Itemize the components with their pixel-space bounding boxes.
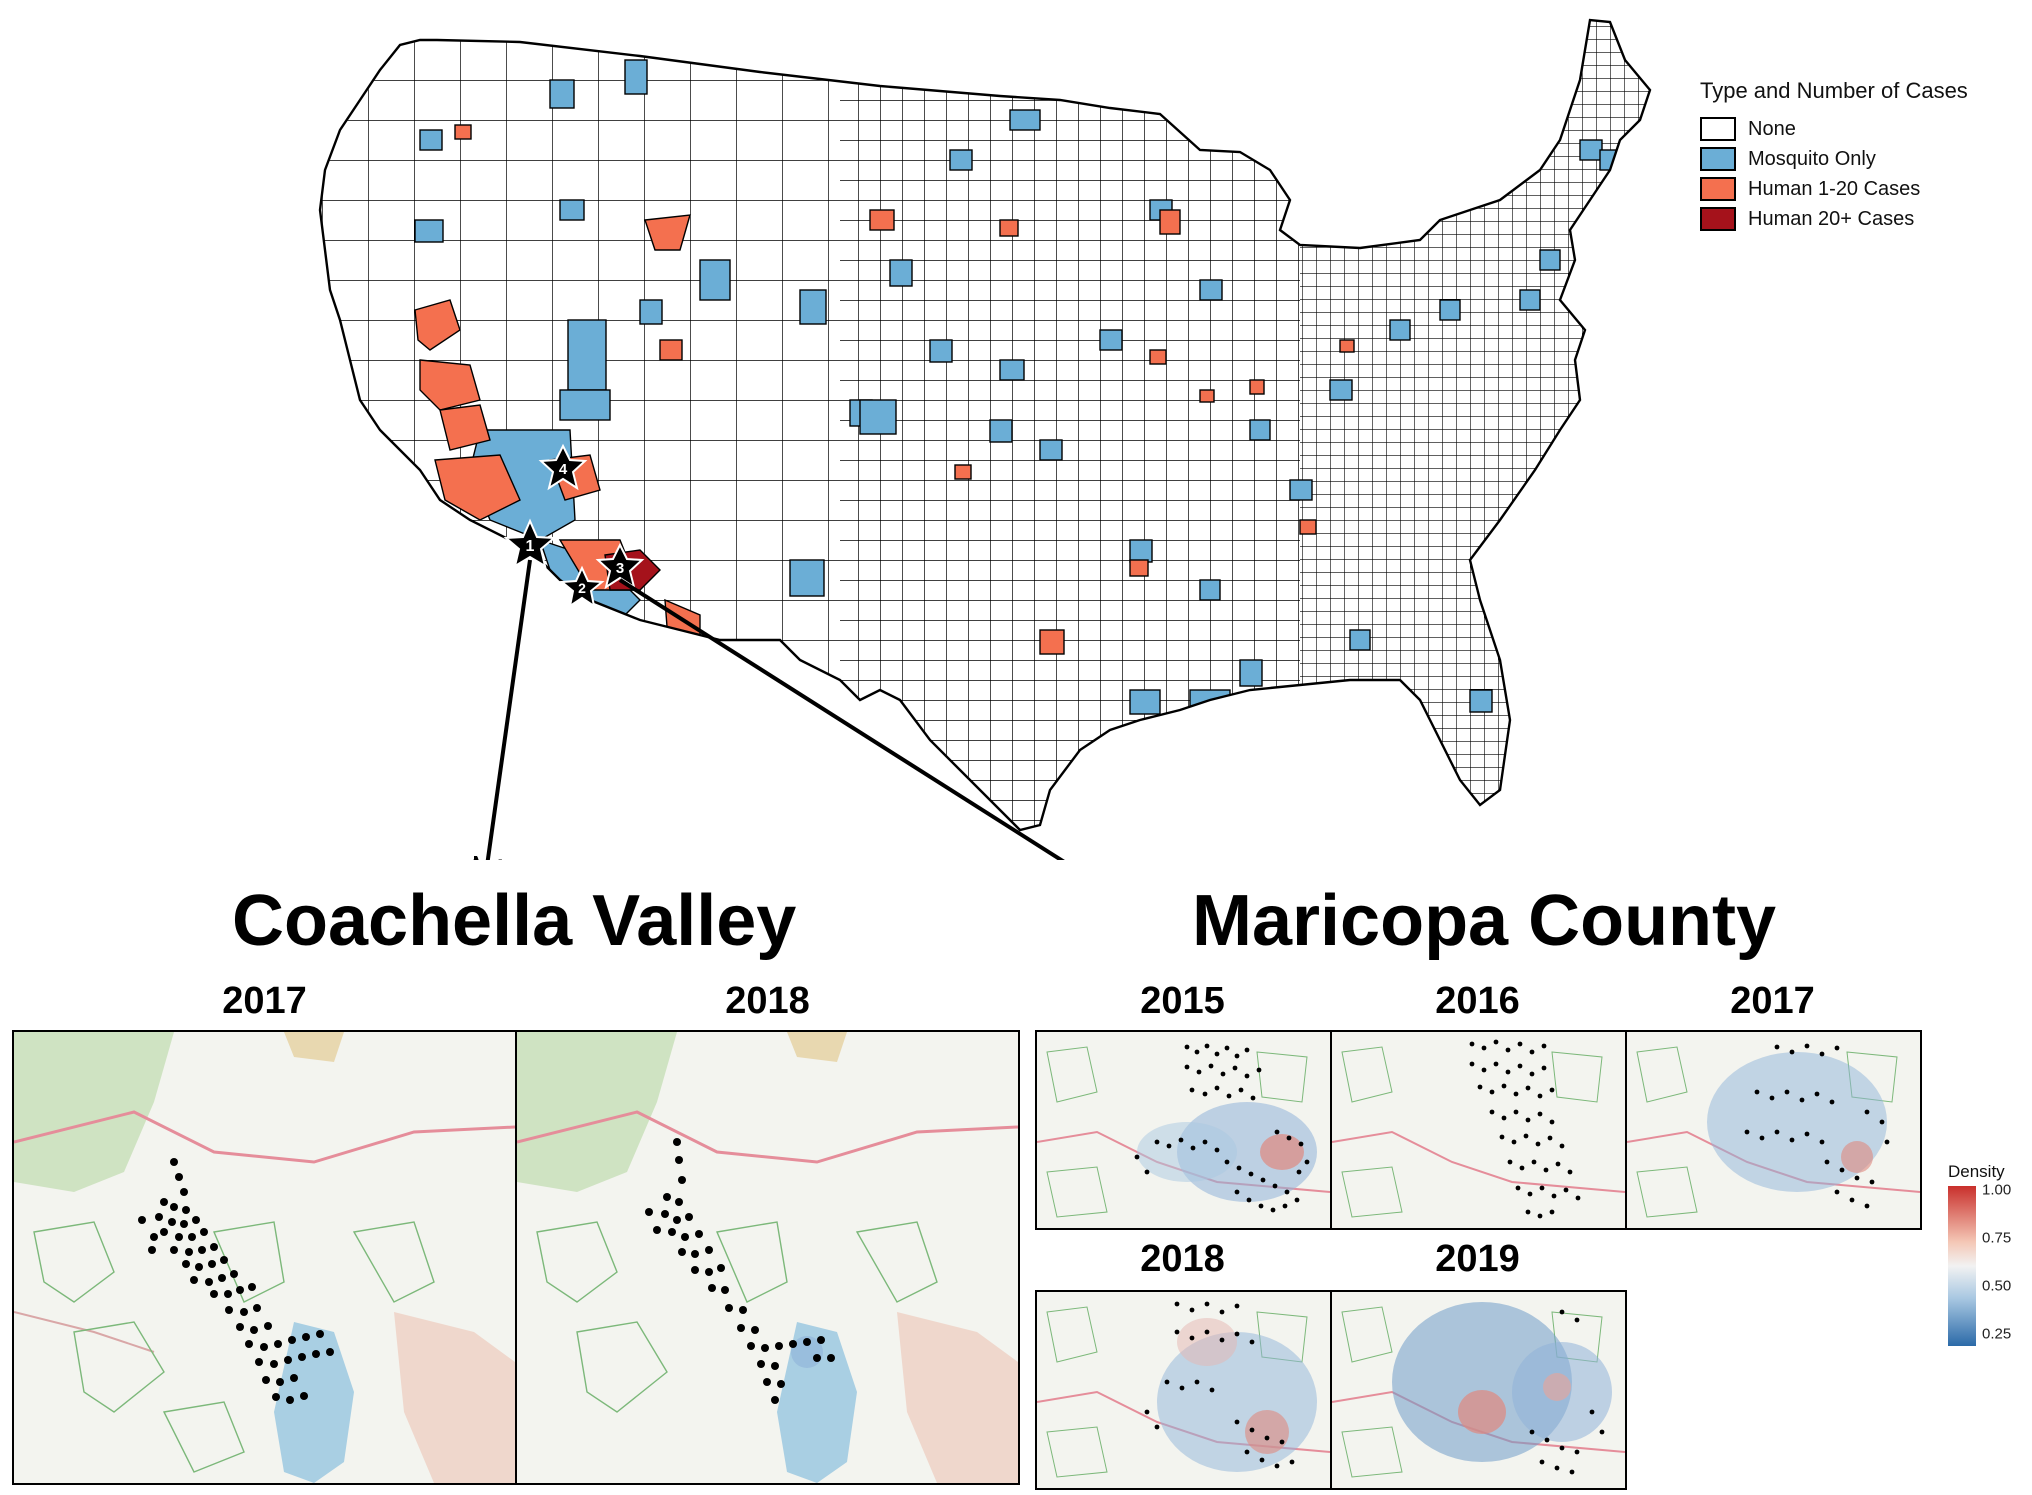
legend-label-human-1-20: Human 1-20 Cases — [1748, 177, 1921, 200]
star-marker-4-label: 4 — [559, 461, 568, 478]
legend-item-none: None — [1700, 114, 2020, 144]
maricopa-map-2015 — [1035, 1030, 1332, 1230]
legend-item-human-20-plus: Human 20+ Cases — [1700, 204, 2020, 234]
star-marker-1-label: 1 — [526, 538, 535, 555]
arrow-to-coachella — [485, 559, 532, 860]
density-colorbar — [1948, 1186, 1976, 1346]
arrow-to-maricopa — [618, 578, 1065, 860]
density-tick-025: 0.25 — [1982, 1325, 2012, 1343]
coachella-valley-title: Coachella Valley — [232, 881, 797, 961]
star-marker-4: 4 — [538, 443, 588, 491]
star-marker-2: 2 — [559, 565, 605, 609]
density-legend: Density 1.00 0.75 0.50 0.25 — [1948, 1162, 2028, 1346]
density-tick-075: 0.75 — [1982, 1229, 2012, 1247]
maricopa-map-2016 — [1330, 1030, 1627, 1230]
maricopa-year-2015: 2015 — [1140, 980, 1225, 1022]
legend-swatch-none — [1700, 117, 1736, 141]
legend-label-none: None — [1748, 117, 1796, 140]
coachella-map-2018 — [515, 1030, 1020, 1485]
star-marker-3: 3 — [595, 542, 645, 590]
maricopa-year-2016: 2016 — [1435, 980, 1520, 1022]
maricopa-map-2019 — [1330, 1290, 1627, 1490]
coachella-map-2017 — [12, 1030, 517, 1485]
maricopa-map-2017 — [1625, 1030, 1922, 1230]
maricopa-map-2018 — [1035, 1290, 1332, 1490]
density-tick-050: 0.50 — [1982, 1277, 2012, 1295]
star-marker-2-label: 2 — [578, 580, 586, 596]
coachella-year-2017: 2017 — [222, 980, 307, 1022]
maricopa-year-2019: 2019 — [1435, 1238, 1520, 1280]
legend-title: Type and Number of Cases — [1700, 78, 1968, 103]
legend-swatch-human-1-20 — [1700, 177, 1736, 201]
maricopa-year-2018: 2018 — [1140, 1238, 1225, 1280]
star-marker-1: 1 — [503, 518, 557, 569]
legend-label-mosquito-only: Mosquito Only — [1748, 147, 1876, 170]
legend-item-mosquito-only: Mosquito Only — [1700, 144, 2020, 174]
star-marker-3-label: 3 — [616, 560, 624, 577]
legend-swatch-mosquito-only — [1700, 147, 1736, 171]
case-type-legend: Type and Number of Cases None Mosquito O… — [1700, 78, 2020, 234]
us-county-map: 1 2 3 4 — [318, 18, 1652, 860]
legend-swatch-human-20-plus — [1700, 207, 1736, 231]
coachella-year-2018: 2018 — [725, 980, 810, 1022]
maricopa-year-2017: 2017 — [1730, 980, 1815, 1022]
density-tick-100: 1.00 — [1982, 1181, 2012, 1199]
maricopa-county-title: Maricopa County — [1192, 881, 1777, 961]
legend-label-human-20-plus: Human 20+ Cases — [1748, 207, 1915, 230]
legend-item-human-1-20: Human 1-20 Cases — [1700, 174, 2020, 204]
density-legend-title: Density — [1948, 1162, 2005, 1181]
